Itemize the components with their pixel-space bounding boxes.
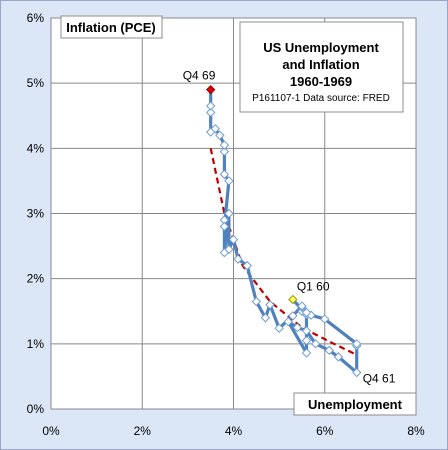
x-tick-label-4: 8% [407, 424, 425, 438]
y-tick-label-2: 2% [27, 272, 45, 286]
data-point-33 [219, 169, 230, 180]
data-point-18 [297, 301, 307, 311]
y-tick-label-3: 3% [27, 207, 45, 221]
y-tick-label-4: 4% [27, 141, 45, 155]
data-point-25 [233, 254, 243, 264]
data-point-24 [242, 260, 252, 271]
ylabel-box [60, 15, 163, 39]
annotation-0: Q4 69 [183, 69, 216, 83]
xlabel: Unemployment [308, 397, 403, 412]
data-point-29 [219, 247, 230, 258]
data-point-41 [205, 84, 216, 95]
data-point-34 [219, 146, 230, 157]
x-tick-label-0: 0% [42, 424, 60, 438]
data-point-13 [320, 314, 330, 324]
x-tick-label-3: 6% [316, 424, 334, 438]
x-tick-label-1: 2% [134, 424, 152, 438]
title-line-1: US Unemployment [263, 40, 379, 55]
tick-labels: 0% 2% 4% 6% 8% 0% 1% 2% 3% 4% 5% 6% [27, 11, 425, 438]
data-point-9 [333, 352, 344, 362]
data-point-36 [215, 130, 225, 141]
annotation-2: Q4 61 [363, 372, 396, 386]
data-point-4 [283, 316, 293, 327]
data-point-12 [351, 339, 362, 349]
data-point-20 [274, 323, 284, 333]
data-point-10 [351, 367, 362, 378]
data-point-21 [265, 300, 275, 310]
y-tick-label-0: 0% [27, 402, 45, 416]
data-point-38 [205, 127, 216, 137]
data-point-39 [205, 107, 216, 118]
title-box [239, 21, 404, 113]
data-point-19 [288, 311, 298, 321]
data-point-22 [260, 313, 271, 323]
data-point-35 [219, 140, 230, 150]
data-point-26 [228, 234, 239, 245]
data-point-28 [224, 208, 234, 219]
data-point-2 [301, 335, 312, 346]
xlabel-box [293, 392, 417, 416]
series-unemployment-inflation [205, 84, 362, 378]
data-point-7 [310, 339, 321, 349]
data-point-8 [324, 345, 335, 356]
source-note: P161107-1 Data source: FRED [252, 93, 390, 104]
title-line-3: 1960-1969 [290, 74, 352, 89]
data-point-23 [251, 296, 262, 307]
title-line-2: and Inflation [282, 57, 359, 72]
annotations: Q4 69 Q1 60 Q4 61 [183, 69, 396, 386]
data-point-40 [205, 101, 216, 111]
x-tick-label-2: 4% [225, 424, 243, 438]
trendline [209, 148, 358, 356]
trendline-path [209, 148, 358, 356]
y-tick-label-6: 6% [27, 11, 45, 25]
data-point-32 [224, 176, 234, 186]
ylabel: Inflation (PCE) [66, 20, 156, 35]
data-point-6 [301, 326, 312, 336]
data-point-3 [301, 348, 312, 358]
annotation-1: Q1 60 [297, 280, 330, 294]
data-point-0 [288, 294, 298, 305]
data-point-31 [219, 221, 230, 232]
y-tick-label-5: 5% [27, 76, 45, 90]
data-point-17 [301, 307, 312, 318]
data-point-5 [292, 322, 303, 333]
y-tick-label-1: 1% [27, 337, 45, 351]
